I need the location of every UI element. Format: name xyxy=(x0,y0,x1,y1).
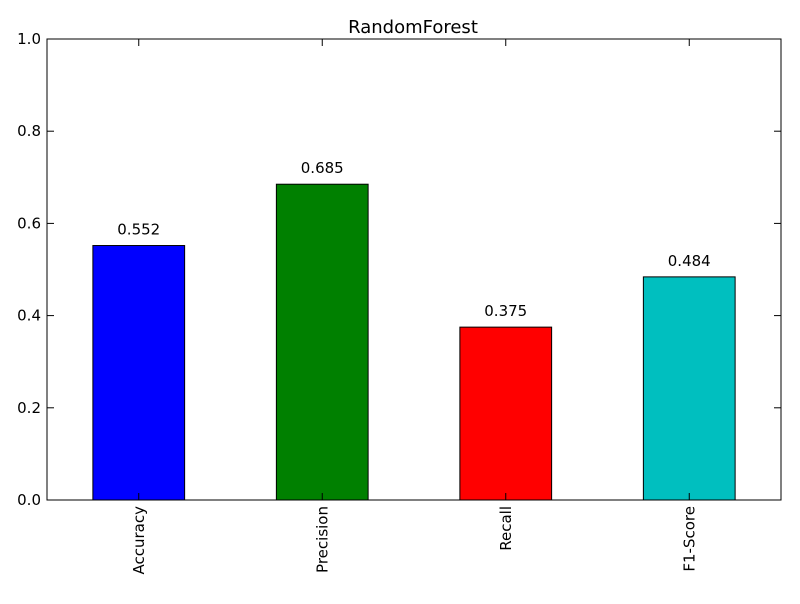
data-label: 0.552 xyxy=(117,221,160,239)
bar-recall xyxy=(459,326,553,501)
x-tick-label: Precision xyxy=(313,506,331,573)
chart-title: RandomForest xyxy=(348,17,478,38)
x-tick-label: Recall xyxy=(497,506,515,551)
data-label: 0.484 xyxy=(668,252,711,270)
y-tick-label: 1.0 xyxy=(17,30,41,48)
data-label: 0.685 xyxy=(301,159,344,177)
bar-f1-score xyxy=(642,276,736,501)
y-tick-label: 0.0 xyxy=(17,491,41,509)
y-tick-label: 0.6 xyxy=(17,214,41,232)
y-tick-label: 0.8 xyxy=(17,122,41,140)
x-tick-label: Accuracy xyxy=(130,506,148,575)
data-label: 0.375 xyxy=(484,302,527,320)
x-tick-label: F1-Score xyxy=(680,506,698,572)
plot-frame xyxy=(46,38,782,501)
y-tick-label: 0.2 xyxy=(17,399,41,417)
bar-accuracy xyxy=(92,245,186,501)
y-tick-label: 0.4 xyxy=(17,307,41,325)
bar-precision xyxy=(275,183,369,501)
